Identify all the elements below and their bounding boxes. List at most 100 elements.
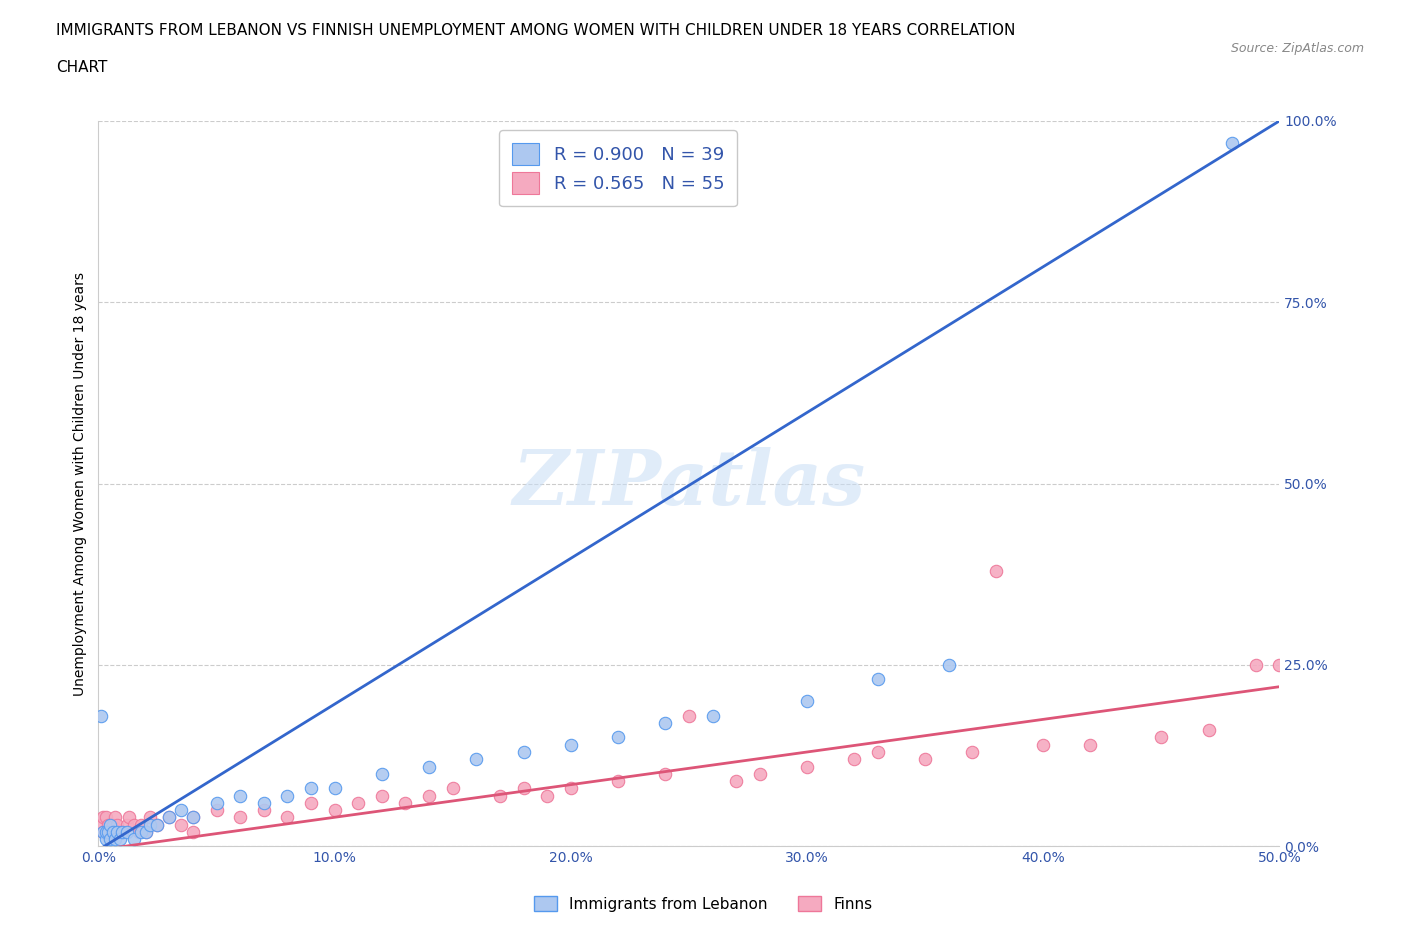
Point — [866, 672, 889, 687]
Point — [1080, 737, 1102, 752]
Point — [101, 824, 124, 839]
Point — [796, 759, 818, 774]
Point — [181, 810, 204, 825]
Point — [1150, 730, 1173, 745]
Point — [104, 810, 127, 825]
Point — [205, 795, 228, 810]
Point — [129, 817, 152, 832]
Point — [914, 751, 936, 766]
Point — [118, 810, 141, 825]
Point — [418, 759, 440, 774]
Point — [323, 781, 346, 796]
Text: CHART: CHART — [56, 60, 108, 75]
Point — [962, 745, 984, 760]
Point — [101, 817, 124, 832]
Point — [139, 810, 162, 825]
Point — [146, 817, 169, 832]
Point — [984, 564, 1007, 578]
Point — [418, 788, 440, 803]
Point — [607, 730, 630, 745]
Point — [135, 824, 157, 839]
Point — [371, 766, 394, 781]
Point — [170, 817, 193, 832]
Point — [276, 810, 298, 825]
Point — [347, 795, 370, 810]
Text: IMMIGRANTS FROM LEBANON VS FINNISH UNEMPLOYMENT AMONG WOMEN WITH CHILDREN UNDER : IMMIGRANTS FROM LEBANON VS FINNISH UNEMP… — [56, 23, 1015, 38]
Y-axis label: Unemployment Among Women with Children Under 18 years: Unemployment Among Women with Children U… — [73, 272, 87, 696]
Point — [512, 745, 534, 760]
Point — [725, 774, 748, 789]
Point — [796, 694, 818, 709]
Point — [115, 817, 138, 832]
Point — [98, 824, 121, 839]
Point — [1268, 658, 1291, 672]
Text: ZIPatlas: ZIPatlas — [512, 446, 866, 521]
Point — [129, 824, 152, 839]
Point — [98, 817, 121, 832]
Point — [91, 810, 114, 825]
Point — [122, 831, 145, 846]
Point — [111, 824, 134, 839]
Point — [90, 817, 112, 832]
Point — [441, 781, 464, 796]
Legend: R = 0.900   N = 39, R = 0.565   N = 55: R = 0.900 N = 39, R = 0.565 N = 55 — [499, 130, 737, 206]
Point — [139, 817, 162, 832]
Point — [276, 788, 298, 803]
Point — [323, 803, 346, 817]
Point — [98, 831, 121, 846]
Point — [146, 817, 169, 832]
Point — [748, 766, 770, 781]
Point — [465, 751, 488, 766]
Point — [1032, 737, 1054, 752]
Point — [108, 831, 131, 846]
Point — [157, 810, 180, 825]
Point — [702, 709, 724, 724]
Point — [512, 781, 534, 796]
Legend: Immigrants from Lebanon, Finns: Immigrants from Lebanon, Finns — [527, 889, 879, 918]
Point — [371, 788, 394, 803]
Point — [678, 709, 700, 724]
Point — [205, 803, 228, 817]
Point — [299, 795, 322, 810]
Point — [1244, 658, 1267, 672]
Point — [105, 817, 128, 832]
Point — [536, 788, 558, 803]
Point — [105, 824, 128, 839]
Point — [299, 781, 322, 796]
Point — [170, 803, 193, 817]
Point — [157, 810, 180, 825]
Point — [253, 803, 276, 817]
Point — [97, 817, 120, 832]
Point — [654, 766, 676, 781]
Point — [91, 824, 114, 839]
Point — [844, 751, 866, 766]
Point — [97, 824, 120, 839]
Point — [94, 824, 117, 839]
Point — [94, 831, 117, 846]
Point — [229, 788, 252, 803]
Point — [938, 658, 960, 672]
Point — [229, 810, 252, 825]
Point — [135, 824, 157, 839]
Point — [607, 774, 630, 789]
Point — [654, 715, 676, 730]
Point — [489, 788, 512, 803]
Point — [122, 817, 145, 832]
Point — [181, 810, 204, 825]
Point — [1198, 723, 1220, 737]
Point — [90, 709, 112, 724]
Point — [560, 737, 582, 752]
Point — [104, 831, 127, 846]
Point — [94, 824, 117, 839]
Point — [181, 824, 204, 839]
Point — [94, 810, 117, 825]
Point — [115, 824, 138, 839]
Point — [394, 795, 416, 810]
Point — [253, 795, 276, 810]
Point — [866, 745, 889, 760]
Point — [91, 824, 114, 839]
Text: Source: ZipAtlas.com: Source: ZipAtlas.com — [1230, 42, 1364, 55]
Point — [560, 781, 582, 796]
Point — [1220, 135, 1243, 150]
Point — [128, 824, 150, 839]
